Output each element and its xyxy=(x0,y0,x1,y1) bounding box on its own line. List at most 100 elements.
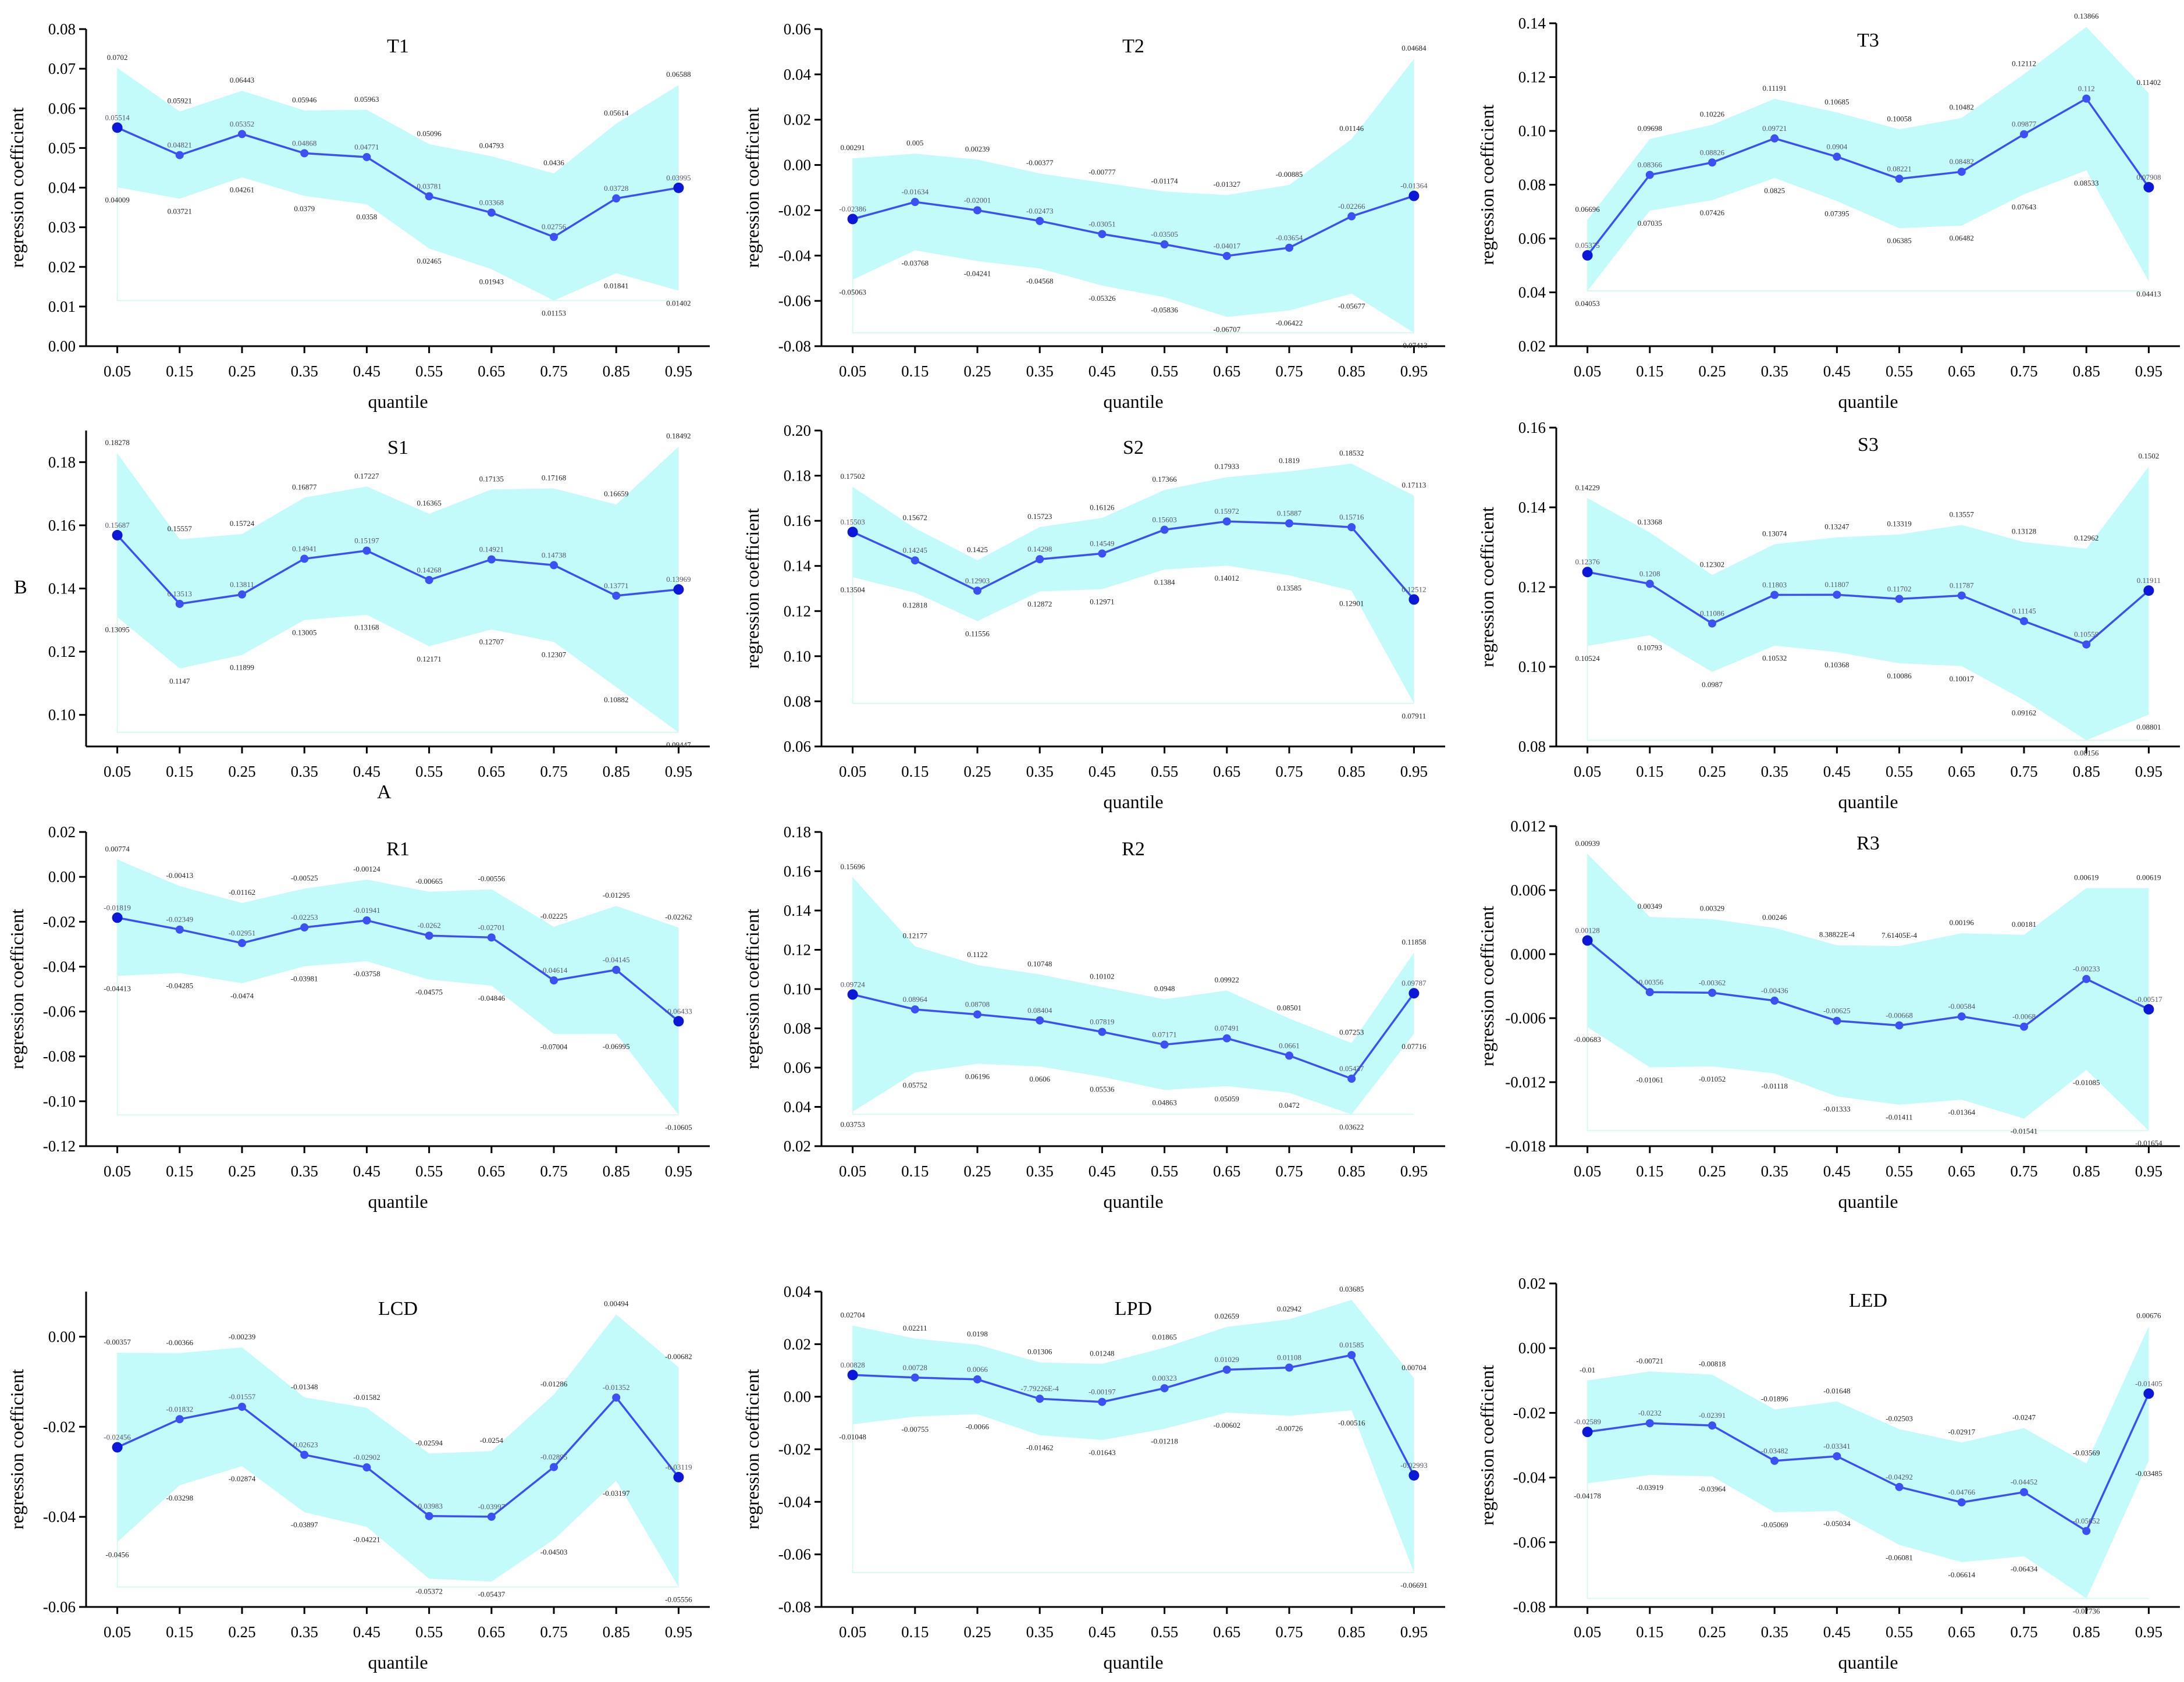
r3-y-tick-label: 0.000 xyxy=(1510,945,1546,963)
led-upper-label: 0.00676 xyxy=(2136,1311,2161,1320)
r3-lower-label: -0.01061 xyxy=(1637,1076,1664,1084)
s1-coefficient-label: 0.14921 xyxy=(479,545,504,553)
t1-y-tick-label: 0.00 xyxy=(48,337,76,355)
s3-data-point xyxy=(1895,595,1904,603)
s3-lower-label: 0.10368 xyxy=(1824,660,1849,669)
s2-upper-label: 0.17933 xyxy=(1215,462,1239,471)
t2-data-point xyxy=(1098,230,1107,239)
s1-lower-label: 0.13005 xyxy=(292,628,316,637)
t2-coefficient-label: -0.01364 xyxy=(1400,182,1428,190)
lpd-lower-label: -0.01048 xyxy=(839,1432,866,1441)
lcd-x-tick-label: 0.95 xyxy=(665,1623,692,1641)
s1-x-tick-label: 0.75 xyxy=(540,763,567,780)
r3-data-point xyxy=(2020,1022,2028,1031)
lcd-band-guide xyxy=(116,1353,679,1588)
lpd-x-tick-label: 0.55 xyxy=(1151,1623,1178,1641)
r2-x-tick-label: 0.45 xyxy=(1089,1162,1116,1180)
lcd-upper-label: 0.00494 xyxy=(604,1299,629,1308)
s3-coefficient-label: 0.11807 xyxy=(1825,580,1849,589)
lcd-y-axis-title: regression coefficient xyxy=(6,1369,27,1530)
t2-y-tick-label: -0.08 xyxy=(778,337,811,355)
led-y-tick-label: 0.00 xyxy=(1518,1339,1546,1357)
r3-x-tick-label: 0.65 xyxy=(1948,1162,1975,1180)
t1-coefficient-label: 0.05514 xyxy=(105,113,130,122)
s1-lower-label: 0.13168 xyxy=(354,623,379,632)
t1-data-point xyxy=(673,182,684,193)
r3-coefficient-label: -0.00233 xyxy=(2073,965,2100,973)
r1-x-axis-title: quantile xyxy=(368,1191,428,1212)
t3-data-point xyxy=(2082,94,2091,103)
led-x-tick-label: 0.25 xyxy=(1698,1623,1726,1641)
s1-x-tick-label: 0.65 xyxy=(478,763,505,780)
s1-upper-label: 0.16659 xyxy=(604,489,628,498)
r2-coefficient-label: 0.07819 xyxy=(1090,1018,1114,1026)
r1-data-point xyxy=(673,1016,684,1027)
r1-data-point xyxy=(487,933,496,942)
r3-coefficient-label: -0.00362 xyxy=(1699,978,1726,987)
led-coefficient-label: -0.0232 xyxy=(1638,1409,1662,1417)
s1-coefficient-line xyxy=(116,534,679,605)
t2-coefficient-label: -0.02473 xyxy=(1026,207,1054,215)
s3-lower-label: 0.10532 xyxy=(1762,654,1787,663)
t2-coefficient-label: -0.03654 xyxy=(1276,233,1303,242)
lcd-coefficient-label: -0.03997 xyxy=(478,1502,506,1511)
lcd-confidence-band xyxy=(117,1314,679,1587)
lcd-upper-label: -0.0254 xyxy=(480,1436,504,1445)
r2-lower-label: 0.03622 xyxy=(1339,1122,1364,1131)
r3-lower-label: -0.01541 xyxy=(2011,1127,2038,1136)
s2-upper-label: 0.1819 xyxy=(1279,456,1300,465)
t1-data-point xyxy=(612,194,621,203)
r2-x-axis-title: quantile xyxy=(1103,1191,1163,1212)
lcd-lower-label: -0.02874 xyxy=(229,1474,256,1483)
r3-y-tick-label: 0.006 xyxy=(1510,881,1546,899)
lcd-x-tick-label: 0.65 xyxy=(478,1623,505,1641)
t2-coefficient-label: -0.03505 xyxy=(1151,230,1178,239)
r1-x-tick-label: 0.15 xyxy=(166,1162,193,1180)
t3-x-tick-label: 0.15 xyxy=(1636,362,1663,380)
r2-band-guide xyxy=(852,877,1414,1115)
r1-lower-label: -0.04413 xyxy=(104,984,131,993)
led-coefficient-label: -0.02589 xyxy=(1574,1417,1601,1426)
lpd-lower-label: -0.01218 xyxy=(1151,1437,1178,1446)
r2-coefficient-label: 0.07491 xyxy=(1215,1024,1239,1033)
t2-lower-label: -0.05326 xyxy=(1089,294,1116,303)
r3-data-point xyxy=(1582,935,1593,946)
s3-coefficient-line xyxy=(1587,571,2150,646)
lpd-x-tick-label: 0.35 xyxy=(1026,1623,1054,1641)
t3-x-tick-label: 0.85 xyxy=(2073,362,2100,380)
lpd-coefficient-line xyxy=(852,1354,1415,1476)
s3-coefficient-label: 0.11086 xyxy=(1700,609,1724,618)
t3-x-tick-label: 0.45 xyxy=(1823,362,1851,380)
lpd-x-tick-label: 0.05 xyxy=(839,1623,866,1641)
t1-coefficient-label: 0.03995 xyxy=(666,173,691,182)
t2-y-tick-label: -0.04 xyxy=(778,247,812,264)
s1-coefficient-label: 0.13513 xyxy=(168,589,192,598)
r2-lower-label: 0.03753 xyxy=(840,1120,865,1129)
t3-coefficient-label: 0.112 xyxy=(2078,84,2095,93)
t1-y-tick-label: 0.02 xyxy=(48,258,76,276)
s1-panel-title: S1 xyxy=(387,437,408,458)
r3-y-tick-label: -0.018 xyxy=(1505,1137,1546,1155)
r2-y-tick-label: 0.16 xyxy=(784,863,811,880)
r1-data-point xyxy=(238,938,246,947)
lpd-coefficient-label: 0.01585 xyxy=(1339,1340,1364,1349)
t2-lower-label: -0.05677 xyxy=(1338,302,1365,311)
s2-data-point xyxy=(1098,549,1107,558)
t1-band-guide xyxy=(116,67,679,301)
s2-x-tick-label: 0.85 xyxy=(1338,763,1365,780)
t3-lower-label: 0.04053 xyxy=(1575,299,1599,308)
t2-lower-label: -0.05063 xyxy=(839,288,866,297)
lpd-lower-label: -0.00755 xyxy=(902,1425,929,1434)
r1-coefficient-line xyxy=(117,916,680,1022)
s2-lower-label: 0.13585 xyxy=(1277,584,1301,592)
led-coefficient-label: -0.04452 xyxy=(2011,1478,2038,1487)
led-upper-label: -0.01 xyxy=(1580,1365,1595,1374)
s1-lower-label: 0.11899 xyxy=(230,663,254,672)
t1-confidence-band xyxy=(117,67,679,301)
s1-coefficient-label: 0.13771 xyxy=(604,581,628,590)
lpd-data-point xyxy=(1222,1365,1231,1374)
t1-y-axis-title: regression coefficient xyxy=(6,108,27,268)
s3-lower-label: 0.0987 xyxy=(1702,680,1723,689)
t3-x-tick-label: 0.25 xyxy=(1698,362,1726,380)
t2-coefficient-label: -0.04017 xyxy=(1214,241,1241,250)
